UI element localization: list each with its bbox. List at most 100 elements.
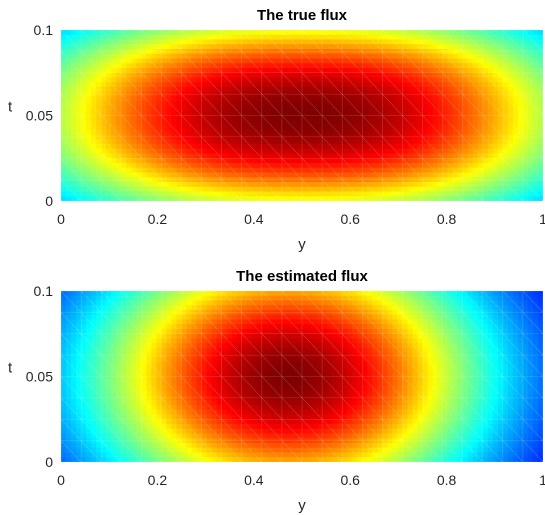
- heatmap-cell: [492, 191, 499, 197]
- heatmap-cell: [452, 338, 459, 344]
- heatmap-cell: [96, 310, 102, 316]
- heatmap-cell: [101, 144, 107, 150]
- heatmap-cell: [392, 182, 398, 188]
- heatmap-cell: [377, 106, 383, 112]
- heatmap-cell: [497, 125, 504, 131]
- heatmap-cell: [281, 91, 288, 98]
- heatmap-cell: [171, 115, 178, 121]
- heatmap-cell: [422, 110, 429, 117]
- heatmap-cell: [457, 329, 464, 335]
- heatmap-cell: [256, 129, 263, 136]
- heatmap-cell: [121, 153, 127, 159]
- heatmap-cell: [86, 144, 92, 150]
- heatmap-cell: [322, 153, 328, 159]
- heatmap-cell: [512, 96, 519, 102]
- heatmap-cell: [352, 91, 358, 98]
- heatmap-cell: [347, 91, 353, 98]
- heatmap-cell: [196, 305, 203, 311]
- heatmap-cell: [181, 158, 188, 164]
- heatmap-cell: [291, 305, 298, 311]
- heatmap-cell: [477, 305, 484, 311]
- mesh-line: [61, 30, 222, 201]
- heatmap-cell: [126, 129, 132, 136]
- heatmap-cell: [76, 352, 82, 359]
- heatmap-cell: [61, 63, 67, 69]
- heatmap-cell: [71, 163, 77, 169]
- heatmap-cell: [276, 177, 283, 183]
- heatmap-cell: [76, 314, 82, 321]
- heatmap-cell: [442, 167, 449, 174]
- heatmap-cell: [106, 72, 112, 79]
- heatmap-cell: [176, 167, 183, 174]
- heatmap-cell: [342, 115, 348, 121]
- heatmap-cell: [246, 53, 253, 60]
- heatmap-cell: [276, 34, 283, 41]
- heatmap-cell: [86, 324, 92, 330]
- heatmap-cell: [216, 106, 223, 112]
- heatmap-cell: [111, 295, 117, 302]
- heatmap-cell: [412, 196, 419, 201]
- heatmap-cell: [427, 110, 434, 117]
- heatmap-cell: [347, 191, 353, 197]
- heatmap-cell: [427, 295, 434, 302]
- heatmap-cell: [106, 362, 112, 368]
- heatmap-cell: [407, 319, 414, 325]
- heatmap-cell: [347, 63, 353, 69]
- heatmap-cell: [312, 148, 318, 155]
- heatmap-cell: [251, 129, 258, 136]
- heatmap-cell: [347, 319, 353, 325]
- heatmap-cell: [101, 352, 107, 359]
- heatmap-cell: [181, 314, 188, 321]
- heatmap-cell: [141, 49, 147, 55]
- heatmap-cell: [492, 30, 499, 36]
- heatmap-cell: [332, 352, 338, 359]
- heatmap-cell: [392, 129, 398, 136]
- heatmap-cell: [166, 191, 173, 197]
- heatmap-cell: [442, 125, 449, 131]
- heatmap-cell: [472, 106, 479, 112]
- heatmap-cell: [432, 72, 439, 79]
- heatmap-cell: [522, 324, 529, 330]
- heatmap-cell: [347, 120, 353, 126]
- heatmap-cell: [412, 68, 419, 74]
- heatmap-cell: [412, 324, 419, 330]
- heatmap-cell: [312, 338, 318, 344]
- heatmap-cell: [487, 191, 494, 197]
- heatmap-cell: [452, 343, 459, 349]
- heatmap-cell: [71, 72, 77, 79]
- heatmap-cell: [472, 96, 479, 102]
- heatmap-cell: [271, 53, 278, 60]
- heatmap-cell: [467, 343, 474, 349]
- heatmap-cell: [467, 319, 474, 325]
- heatmap-cell: [231, 163, 238, 169]
- heatmap-cell: [141, 44, 147, 50]
- heatmap-cell: [342, 158, 348, 164]
- heatmap-cell: [61, 300, 67, 306]
- heatmap-cell: [382, 144, 388, 150]
- heatmap-cell: [76, 77, 82, 83]
- heatmap-cell: [246, 310, 253, 316]
- heatmap-cell: [116, 58, 122, 64]
- heatmap-cell: [527, 82, 534, 88]
- heatmap-cell: [176, 106, 183, 112]
- heatmap-cell: [166, 314, 173, 321]
- heatmap-cell: [111, 329, 117, 335]
- heatmap-cell: [156, 153, 163, 159]
- heatmap-cell: [116, 53, 122, 60]
- heatmap-cell: [502, 115, 509, 121]
- heatmap-cell: [392, 115, 398, 121]
- heatmap-cell: [61, 58, 67, 64]
- heatmap-cell: [116, 163, 122, 169]
- heatmap-cell: [302, 295, 308, 302]
- heatmap-cell: [327, 182, 333, 188]
- heatmap-cell: [131, 91, 137, 98]
- heatmap-cell: [96, 319, 102, 325]
- heatmap-cell: [261, 182, 268, 188]
- heatmap-cell: [307, 125, 313, 131]
- heatmap-cell: [382, 314, 388, 321]
- heatmap-cell: [176, 63, 183, 69]
- heatmap-cell: [111, 110, 117, 117]
- heatmap-cell: [337, 68, 343, 74]
- heatmap-cell: [211, 295, 218, 302]
- heatmap-cell: [412, 144, 419, 150]
